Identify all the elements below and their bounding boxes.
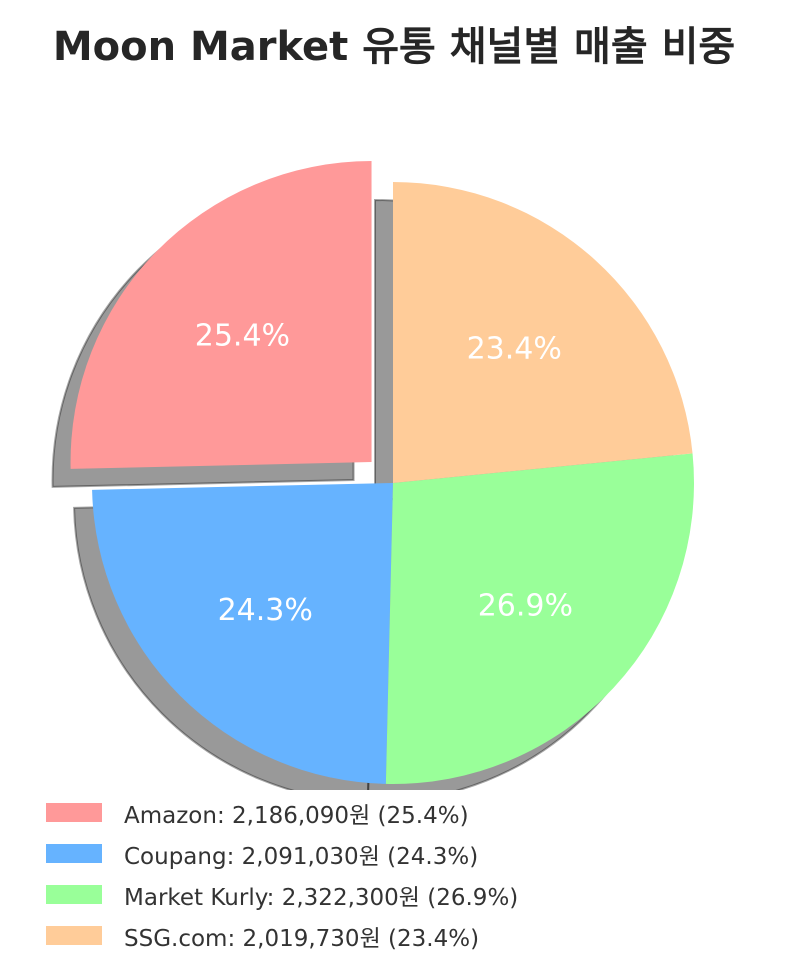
pie-slice-coupang	[92, 483, 393, 784]
pie-slices-group	[70, 161, 694, 784]
legend: Amazon: 2,186,090원 (25.4%) Coupang: 2,091…	[46, 792, 518, 956]
pie-percent-label-market-kurly: 26.9%	[478, 588, 573, 623]
legend-label-market-kurly: Market Kurly: 2,322,300원 (26.9%)	[124, 884, 519, 911]
legend-label-amazon: Amazon: 2,186,090원 (25.4%)	[124, 802, 469, 829]
legend-item-market-kurly: Market Kurly: 2,322,300원 (26.9%)	[46, 874, 518, 915]
chart-title: Moon Market 유통 채널별 매출 비중	[52, 24, 736, 70]
pie-percent-label-amazon: 25.4%	[195, 318, 290, 353]
legend-swatch-ssg-com	[46, 926, 102, 945]
legend-swatch-market-kurly	[46, 885, 102, 904]
legend-swatch-coupang	[46, 844, 102, 863]
legend-label-ssg-com: SSG.com: 2,019,730원 (23.4%)	[124, 925, 480, 952]
pie-slice-ssg-com	[393, 182, 693, 483]
legend-item-coupang: Coupang: 2,091,030원 (24.3%)	[46, 833, 518, 874]
legend-item-amazon: Amazon: 2,186,090원 (25.4%)	[46, 792, 518, 833]
legend-label-coupang: Coupang: 2,091,030원 (24.3%)	[124, 843, 479, 870]
pie-percent-label-coupang: 24.3%	[218, 593, 313, 628]
legend-swatch-amazon	[46, 803, 102, 822]
pie-slice-amazon	[70, 161, 372, 469]
pie-percent-label-ssg-com: 23.4%	[467, 332, 562, 367]
legend-item-ssg-com: SSG.com: 2,019,730원 (23.4%)	[46, 915, 518, 956]
pie-slice-market-kurly	[385, 453, 694, 784]
pie-labels-group: 25.4% 24.3% 26.9% 23.4%	[195, 318, 573, 628]
pie-chart: 25.4% 24.3% 26.9% 23.4%	[51, 161, 694, 790]
